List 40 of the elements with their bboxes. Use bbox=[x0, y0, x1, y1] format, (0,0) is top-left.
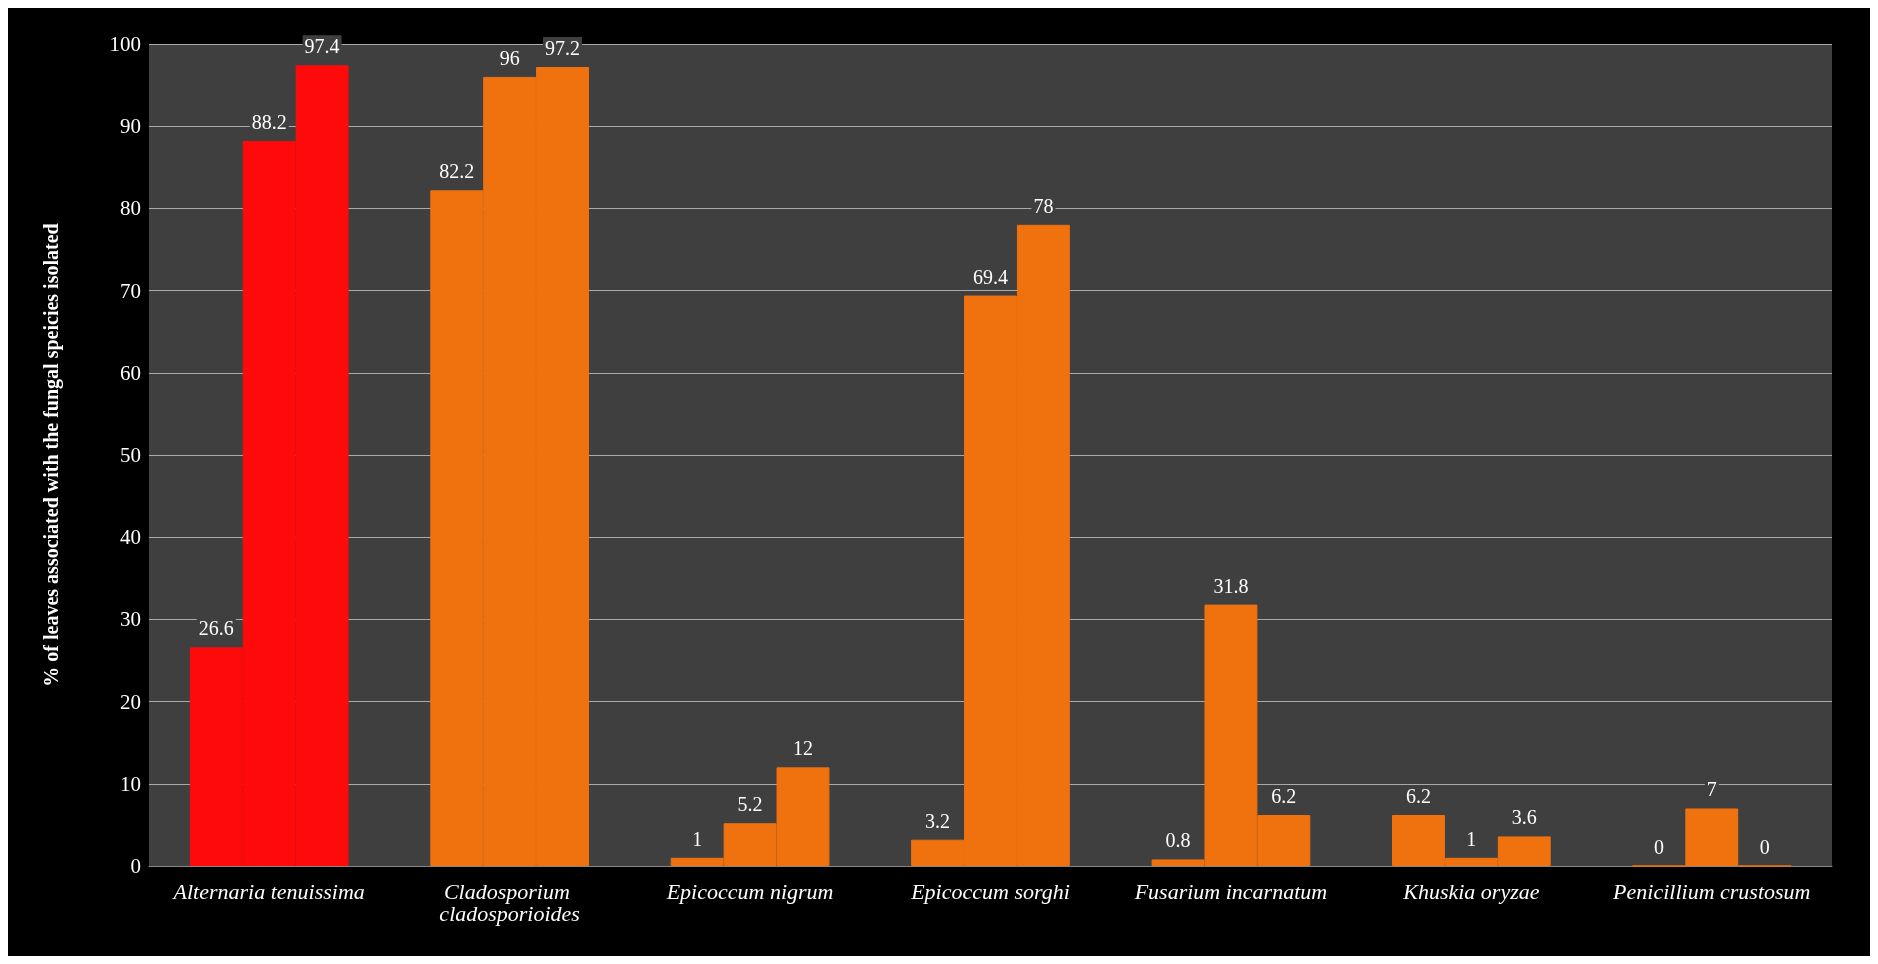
data-label: 12 bbox=[792, 737, 813, 760]
y-tick-label: 20 bbox=[120, 689, 141, 714]
data-label: 5.2 bbox=[737, 793, 763, 816]
y-tick-label: 10 bbox=[120, 771, 141, 796]
y-tick-label: 70 bbox=[120, 278, 141, 303]
y-tick-label: 100 bbox=[109, 32, 141, 56]
data-label: 0.8 bbox=[1165, 829, 1191, 852]
data-label: 69.4 bbox=[973, 265, 1008, 288]
data-label: 82.2 bbox=[439, 160, 475, 183]
data-label: 0 bbox=[1759, 835, 1770, 858]
y-tick-label: 90 bbox=[120, 114, 141, 139]
y-axis-title: % of leaves associated with the fungal speicies isolated bbox=[40, 223, 63, 687]
y-tick-label: 30 bbox=[120, 607, 141, 632]
data-label: 0 bbox=[1653, 835, 1664, 858]
data-label: 96 bbox=[499, 46, 520, 69]
data-label: 6.2 bbox=[1405, 785, 1431, 808]
y-tick-label: 0 bbox=[130, 854, 141, 878]
data-label: 1 bbox=[1466, 827, 1477, 850]
y-tick-label: 60 bbox=[120, 360, 141, 385]
data-label: 26.6 bbox=[198, 617, 234, 640]
data-label: 88.2 bbox=[251, 111, 287, 133]
y-tick-label: 50 bbox=[120, 443, 141, 467]
x-tick-label: Penicillium crustosum bbox=[1612, 878, 1811, 904]
data-label: 31.8 bbox=[1213, 574, 1249, 597]
data-label: 78 bbox=[1033, 194, 1054, 217]
data-label: 97.2 bbox=[545, 37, 581, 60]
y-tick-label: 80 bbox=[120, 196, 141, 221]
data-label: 3.2 bbox=[925, 809, 951, 832]
data-label: 6.2 bbox=[1271, 785, 1297, 808]
x-tick-label: Cladosporium cladosporioides bbox=[439, 878, 580, 926]
data-label: 97.4 bbox=[304, 35, 340, 58]
data-label: 3.6 bbox=[1511, 806, 1537, 829]
x-tick-label: Alternaria tenuissima bbox=[171, 878, 365, 904]
data-label: 7 bbox=[1706, 778, 1717, 801]
y-tick-label: 40 bbox=[120, 525, 141, 550]
x-tick-label: Khuskia oryzae bbox=[1402, 878, 1540, 904]
data-label: 1 bbox=[692, 827, 703, 850]
x-tick-label: Epicoccum nigrum bbox=[665, 878, 834, 904]
x-tick-label: Epicoccum sorghi bbox=[910, 878, 1070, 904]
x-tick-label: Fusarium incarnatum bbox=[1133, 878, 1328, 904]
